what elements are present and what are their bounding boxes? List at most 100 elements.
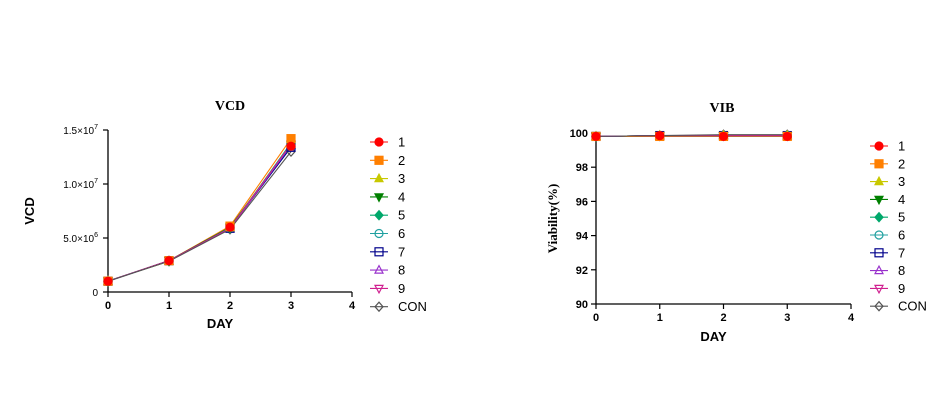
series-8 — [107, 144, 292, 282]
legend-marker — [374, 137, 384, 147]
series-2 — [107, 138, 292, 282]
legend-label: 5 — [898, 210, 905, 225]
legend: 1 2 3 4 5 6 7 8 9 CON — [370, 135, 427, 314]
data-point — [591, 131, 601, 142]
legend-item: 7 — [370, 244, 405, 259]
data-point — [718, 131, 729, 142]
legend-marker — [874, 141, 884, 151]
x-tick-label: 1 — [657, 312, 663, 324]
legend-marker — [874, 175, 884, 186]
chart-title: VIB — [710, 101, 735, 116]
legend-marker — [874, 248, 884, 258]
legend-item: 5 — [370, 208, 405, 223]
data-point — [164, 256, 174, 266]
legend-label: 2 — [398, 153, 405, 168]
y-tick-label: 1.5×107 — [63, 124, 98, 137]
x-axis-label: DAY — [207, 316, 234, 331]
x-tick-label: 1 — [166, 300, 172, 312]
series-line — [107, 138, 292, 282]
legend-label: CON — [898, 299, 927, 314]
legend-marker — [874, 230, 884, 240]
data-point — [286, 134, 296, 144]
series-3 — [107, 143, 292, 282]
legend-label: 5 — [398, 208, 405, 223]
y-tick-label: 5.0×106 — [63, 232, 98, 245]
legend-label: 4 — [898, 192, 905, 207]
legend-item: 2 — [370, 153, 405, 168]
series-6 — [107, 145, 292, 282]
series-4 — [107, 144, 292, 282]
data-point — [103, 276, 113, 286]
series-line — [107, 146, 292, 282]
data-point — [286, 146, 296, 158]
legend-label: 3 — [398, 171, 405, 186]
y-axis-label: VCD — [22, 197, 37, 224]
legend-item: 3 — [870, 174, 905, 189]
series-CON — [107, 151, 292, 282]
x-tick-label: 2 — [227, 300, 233, 312]
legend-item: 6 — [370, 226, 405, 241]
series-line — [107, 145, 292, 282]
y-tick-label: 0 — [92, 288, 98, 299]
legend-marker — [374, 284, 384, 295]
legend-label: 7 — [898, 245, 905, 260]
x-axis-label: DAY — [700, 329, 727, 344]
legend-item: CON — [370, 299, 427, 314]
legend-label: 9 — [398, 281, 405, 296]
legend-marker — [874, 264, 884, 275]
legend-marker — [374, 209, 384, 221]
x-tick-label: 3 — [784, 312, 790, 324]
legend-marker — [374, 193, 384, 203]
legend-item: 4 — [870, 192, 905, 207]
legend-item: 4 — [370, 189, 405, 204]
legend-label: 4 — [398, 189, 405, 204]
data-point — [782, 131, 792, 142]
legend-marker — [374, 172, 384, 183]
legend: 1 2 3 4 5 6 7 8 9 CON — [870, 139, 927, 314]
legend-marker — [874, 211, 884, 223]
series-9 — [107, 143, 292, 282]
series-5 — [107, 142, 292, 282]
legend-item: CON — [870, 299, 927, 314]
legend-label: 8 — [898, 263, 905, 278]
y-tick-label: 92 — [576, 265, 588, 277]
legend-marker — [874, 284, 884, 295]
y-tick-label: 98 — [576, 162, 588, 174]
series-1 — [107, 145, 292, 282]
data-point — [655, 130, 665, 141]
legend-item: 9 — [870, 281, 905, 296]
legend-marker — [374, 301, 384, 313]
series-line — [107, 151, 292, 282]
legend-label: 8 — [398, 263, 405, 278]
x-tick-label: 0 — [105, 300, 111, 312]
legend-marker — [874, 195, 884, 206]
series-line — [107, 143, 292, 282]
x-tick-label: 4 — [848, 312, 855, 324]
legend-item: 9 — [370, 281, 405, 296]
chart-1: VCD 0 1 2 3 4 0 5.0×106 1.0×107 1.5×107 DAY VCD 1 2 3 4… — [22, 99, 427, 331]
legend-marker — [374, 228, 384, 239]
legend-item: 6 — [870, 228, 905, 243]
legend-item: 2 — [870, 156, 905, 171]
data-point — [225, 222, 235, 232]
x-tick-label: 3 — [288, 300, 294, 312]
legend-label: 1 — [898, 139, 905, 154]
legend-label: CON — [398, 299, 427, 314]
legend-item: 1 — [870, 139, 905, 154]
y-axis-label: Viability(%) — [545, 184, 560, 254]
x-tick-label: 4 — [349, 300, 356, 312]
series-line — [107, 144, 292, 282]
legend-label: 7 — [398, 244, 405, 259]
legend-item: 7 — [870, 245, 905, 260]
legend-item: 3 — [370, 171, 405, 186]
legend-marker — [874, 159, 884, 169]
chart-title: VCD — [215, 99, 245, 114]
legend-marker — [874, 300, 884, 312]
legend-marker — [374, 264, 384, 274]
y-tick-label: 96 — [576, 196, 588, 208]
y-tick-label: 100 — [570, 128, 588, 140]
legend-label: 6 — [898, 228, 905, 243]
y-tick-label: 90 — [576, 299, 588, 311]
